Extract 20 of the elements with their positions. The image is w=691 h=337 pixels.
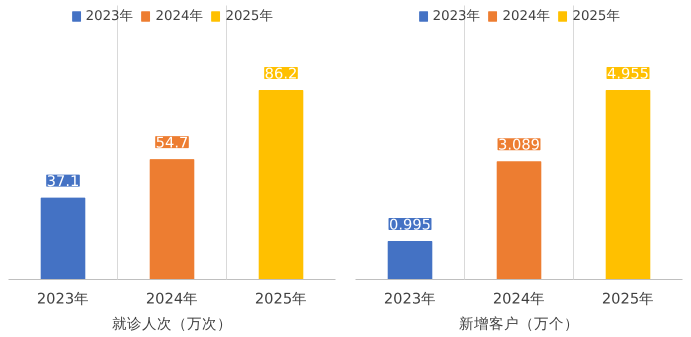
data-label: 37.1	[46, 173, 80, 190]
legend-label: 2023年	[432, 8, 480, 25]
x-tick-label: 2025年	[602, 290, 654, 308]
data-label: 4.955	[607, 66, 649, 83]
x-tick-label: 2024年	[146, 290, 198, 308]
x-tick-label: 2024年	[492, 290, 546, 308]
data-label: 3.089	[498, 136, 540, 154]
x-tick-label: 2025年	[254, 290, 308, 308]
legend-label: 2024年	[502, 8, 550, 25]
data-label: 0.995	[389, 216, 431, 234]
x-tick-label: 2023年	[36, 290, 90, 308]
legend-label: 2023年	[86, 8, 133, 25]
x-axis-title: 就诊人次（万次）	[112, 316, 232, 332]
legend-label: 2024年	[156, 8, 202, 25]
x-axis-title: 新增客户（万个）	[459, 316, 579, 332]
legend-label: 2025年	[572, 8, 620, 25]
data-label: 54.7	[156, 134, 188, 152]
legend-label: 2025年	[225, 8, 272, 25]
data-label: 86.2	[264, 66, 298, 83]
x-tick-label: 2023年	[384, 290, 436, 308]
